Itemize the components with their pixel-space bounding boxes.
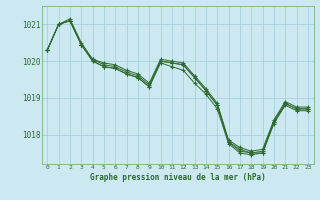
X-axis label: Graphe pression niveau de la mer (hPa): Graphe pression niveau de la mer (hPa) — [90, 173, 266, 182]
